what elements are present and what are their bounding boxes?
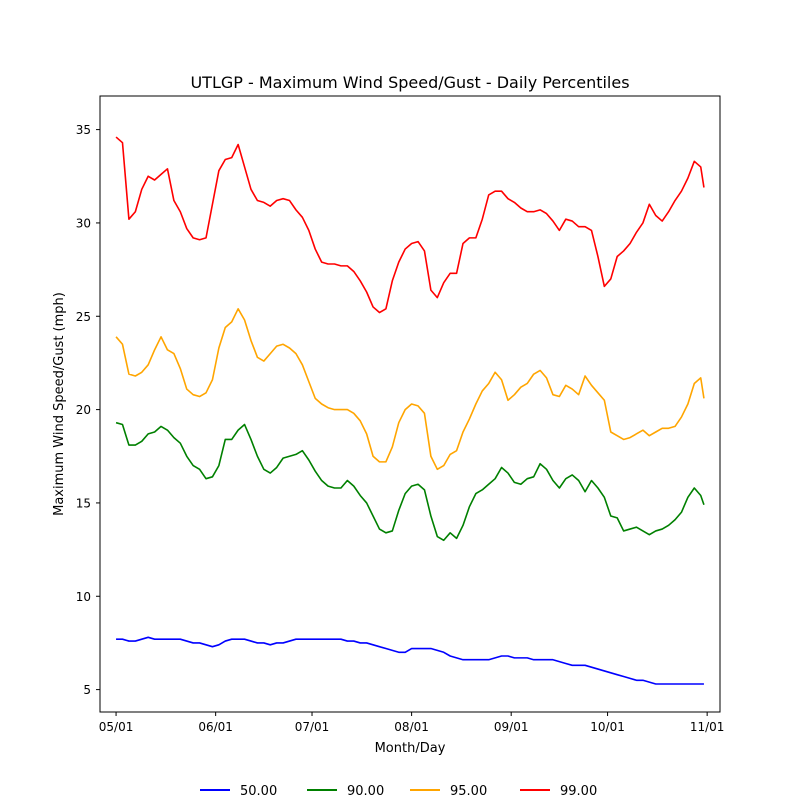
y-tick-label: 20 (76, 403, 91, 417)
x-tick-label: 08/01 (394, 720, 429, 734)
y-axis-label: Maximum Wind Speed/Gust (mph) (52, 292, 67, 516)
legend-label: 95.00 (450, 784, 487, 799)
legend-label: 50.00 (240, 784, 277, 799)
y-tick-label: 5 (83, 683, 91, 697)
x-tick-label: 11/01 (690, 720, 725, 734)
x-tick-label: 05/01 (99, 720, 134, 734)
y-tick-label: 10 (76, 590, 91, 604)
legend-label: 90.00 (347, 784, 384, 799)
x-axis-label: Month/Day (375, 741, 446, 756)
series-line-90-00 (115, 421, 705, 542)
legend-item: 99.00 (520, 784, 597, 799)
series-layer (115, 136, 705, 685)
chart-title: UTLGP - Maximum Wind Speed/Gust - Daily … (190, 73, 629, 92)
y-tick-label: 25 (76, 310, 91, 324)
x-tick-label: 06/01 (198, 720, 233, 734)
plot-area (99, 95, 721, 713)
x-tick-label: 09/01 (494, 720, 529, 734)
y-tick-label: 30 (76, 216, 91, 230)
legend-item: 95.00 (410, 784, 487, 799)
series-line-50-00 (116, 636, 704, 685)
series-line-99-00 (115, 136, 705, 314)
legend-label: 99.00 (560, 784, 597, 799)
series-line-95-00 (115, 307, 705, 471)
y-axis: 5 10 15 20 25 30 35 (76, 123, 100, 697)
y-tick-label: 15 (76, 496, 91, 510)
y-tick-label: 35 (76, 123, 91, 137)
plot-frame (99, 95, 721, 713)
legend-item: 50.00 (200, 784, 277, 799)
x-tick-label: 07/01 (295, 720, 330, 734)
x-tick-label: 10/01 (590, 720, 625, 734)
x-axis: 05/01 06/01 07/01 08/01 09/01 10/01 11/01 (99, 712, 725, 734)
legend: 50.00 90.00 95.00 99.00 (200, 784, 597, 799)
legend-item: 90.00 (307, 784, 384, 799)
